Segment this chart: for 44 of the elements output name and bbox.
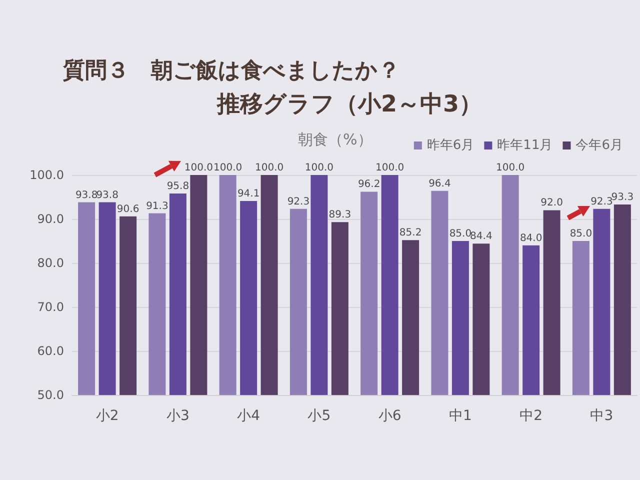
data-label: 93.3 — [611, 192, 634, 203]
legend-label: 今年6月 — [576, 138, 624, 153]
x-tick-label: 小5 — [308, 408, 331, 424]
data-label: 92.3 — [287, 196, 310, 208]
data-label: 93.8 — [96, 190, 118, 201]
data-label: 89.3 — [328, 210, 352, 221]
data-label: 92.3 — [590, 196, 613, 208]
data-label: 100.0 — [214, 162, 242, 174]
x-tick-label: 小6 — [378, 408, 402, 424]
data-label: 90.6 — [116, 204, 140, 215]
data-label: 100.0 — [375, 162, 404, 174]
legend-label: 昨年11月 — [497, 138, 553, 153]
data-label: 84.0 — [520, 232, 542, 244]
data-label: 85.2 — [399, 228, 422, 239]
legend-label: 昨年6月 — [426, 138, 474, 153]
data-label: 93.8 — [75, 190, 98, 201]
x-tick-label: 中1 — [448, 408, 472, 424]
text: 朝食（%） — [298, 130, 372, 148]
data-label: 100.0 — [304, 162, 334, 174]
x-tick-label: 中3 — [590, 408, 614, 424]
y-tick-label: 60.0 — [37, 344, 64, 358]
y-tick-label: 80.0 — [37, 256, 64, 270]
x-tick-label: 小4 — [237, 408, 260, 424]
y-tick-label: 70.0 — [37, 300, 64, 314]
data-label: 92.0 — [540, 198, 563, 209]
chart-title: 質問３ 朝ご飯は食べましたか？ — [62, 58, 400, 84]
data-label: 85.0 — [449, 228, 472, 240]
data-label: 100.0 — [184, 162, 213, 174]
chart-subtitle: 推移グラフ（小2～中3） — [216, 92, 482, 118]
data-label: 94.1 — [237, 188, 260, 200]
y-tick-label: 50.0 — [37, 388, 64, 402]
x-tick-label: 小2 — [96, 408, 119, 424]
data-label: 84.4 — [470, 231, 492, 242]
data-label: 95.8 — [166, 180, 190, 192]
data-label: 100.0 — [496, 162, 525, 174]
data-label: 100.0 — [254, 162, 284, 174]
data-label: 91.3 — [146, 200, 168, 212]
x-tick-label: 中2 — [520, 408, 543, 424]
data-label: 96.4 — [428, 178, 451, 190]
x-tick-label: 小3 — [166, 408, 190, 424]
data-label: 85.0 — [570, 228, 592, 240]
data-label: 96.2 — [358, 179, 380, 190]
y-tick-label: 90.0 — [37, 212, 64, 226]
y-tick-label: 100.0 — [30, 168, 64, 182]
